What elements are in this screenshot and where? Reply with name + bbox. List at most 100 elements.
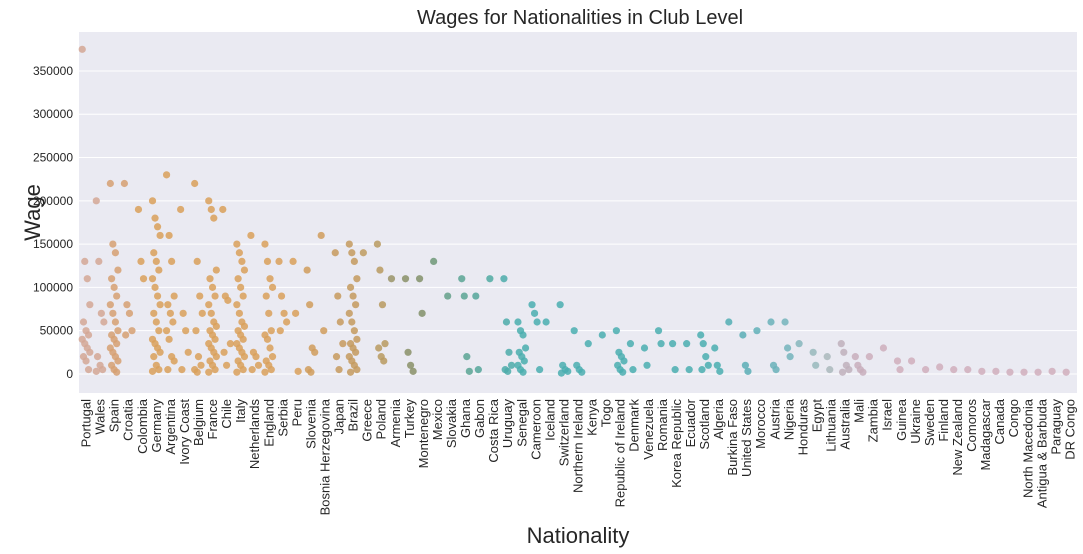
data-point [148, 367, 157, 375]
data-point [211, 366, 219, 374]
data-point [331, 249, 339, 257]
data-point [657, 340, 665, 348]
x-tick-label: Belgium [191, 399, 206, 446]
data-point [152, 318, 160, 326]
gridlines [79, 70, 1077, 375]
data-point [378, 301, 387, 309]
data-point [148, 197, 157, 205]
data-point [654, 327, 663, 335]
data-point [155, 327, 163, 335]
data-point [620, 357, 628, 365]
data-point [640, 344, 649, 352]
data-point [936, 363, 944, 371]
data-point [283, 318, 291, 326]
data-point [404, 348, 412, 356]
data-point [458, 275, 466, 283]
data-point [474, 366, 482, 374]
data-point [472, 292, 480, 300]
data-point [81, 257, 89, 266]
x-axis-label: Nationality [527, 523, 630, 548]
data-point [380, 357, 388, 365]
data-point [148, 275, 157, 283]
data-point [336, 318, 344, 326]
data-point [153, 292, 162, 300]
data-point [156, 301, 164, 309]
data-point [108, 275, 116, 283]
data-point [744, 367, 752, 375]
x-axis-ticks: Portugal Wales Spain Croatia Colombia Germany… [79, 398, 1078, 515]
x-tick-label: Brazil [346, 399, 361, 432]
data-point [578, 368, 586, 376]
data-point [502, 318, 511, 326]
data-point [387, 275, 396, 283]
data-point [521, 344, 530, 352]
data-point [120, 179, 129, 188]
data-point [263, 335, 272, 343]
x-tick-label: Sweden [922, 399, 937, 446]
x-tick-label: Kenya [585, 398, 600, 436]
data-point [239, 366, 247, 374]
x-tick-label: New Zealand [950, 399, 965, 476]
data-point [109, 309, 117, 317]
data-point [507, 361, 516, 369]
data-point [767, 318, 775, 326]
data-point [1062, 368, 1070, 376]
data-point [110, 283, 118, 291]
x-tick-label: Canada [992, 398, 1007, 444]
data-point [234, 275, 242, 283]
data-point [781, 318, 789, 326]
data-point [155, 366, 163, 374]
x-tick-label: Senegal [514, 399, 529, 447]
data-point [128, 327, 136, 335]
data-point [519, 331, 527, 339]
x-tick-label: Costa Rica [486, 398, 501, 462]
data-point [182, 327, 190, 335]
data-point [86, 301, 94, 309]
x-tick-label: Paraguay [1048, 399, 1063, 455]
data-point [207, 205, 215, 214]
data-point [713, 361, 721, 369]
data-point [194, 353, 203, 361]
y-tick-label: 150000 [33, 237, 73, 251]
data-point [267, 327, 275, 335]
x-tick-label: Antigua & Barbuda [1034, 398, 1049, 508]
data-point [353, 366, 361, 374]
data-point [205, 301, 213, 309]
x-tick-label: Ghana [458, 398, 473, 438]
data-point [156, 348, 164, 356]
data-point [520, 357, 528, 365]
data-point [179, 309, 187, 317]
data-point [205, 197, 213, 205]
data-point [239, 292, 247, 300]
data-point [205, 368, 213, 376]
x-tick-label: North Macedonia [1020, 398, 1035, 498]
data-point [375, 344, 383, 352]
data-point [348, 318, 356, 326]
data-point [504, 367, 512, 375]
data-point [350, 327, 358, 335]
data-point [704, 361, 712, 369]
x-tick-label: Italy [233, 399, 248, 423]
data-point [1006, 368, 1014, 376]
x-tick-label: Togo [599, 399, 614, 427]
data-point [373, 240, 382, 248]
data-point [164, 301, 172, 309]
data-point [151, 214, 159, 222]
x-tick-label: Austria [767, 398, 782, 439]
data-point [753, 327, 761, 335]
x-tick-label: Scotland [697, 399, 712, 450]
data-point [235, 309, 243, 317]
x-tick-label: Bosnia Herzegovina [317, 398, 332, 515]
data-point [292, 309, 300, 317]
data-point [93, 353, 102, 361]
data-points [78, 45, 1070, 377]
x-tick-label: Colombia [135, 398, 150, 454]
x-tick-label: Algeria [711, 398, 726, 439]
data-point [210, 214, 218, 222]
data-point [978, 367, 986, 375]
data-point [409, 367, 417, 375]
data-point [113, 292, 121, 300]
x-tick-label: Germany [149, 399, 164, 453]
data-point [444, 292, 452, 300]
